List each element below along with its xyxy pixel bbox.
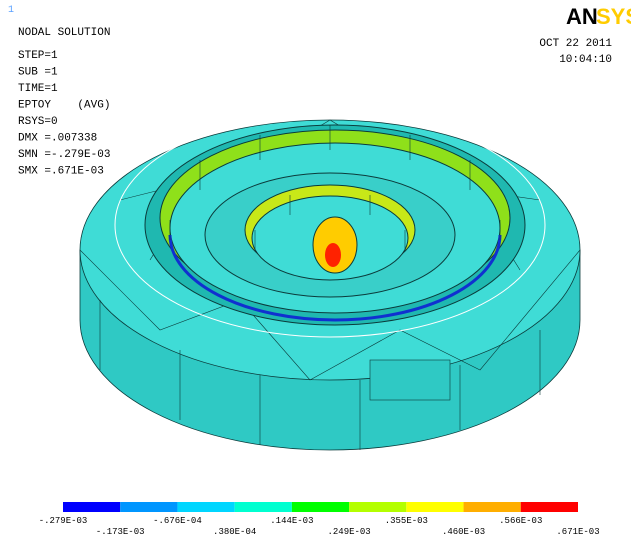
- viewport-number: 1: [8, 5, 14, 16]
- legend-swatch: [177, 502, 234, 512]
- logo-an: AN: [566, 4, 598, 29]
- time: 10:04:10: [559, 54, 612, 66]
- info-line: TIME=1: [18, 83, 58, 95]
- legend-label: .566E-03: [499, 516, 542, 526]
- legend-swatch: [63, 502, 120, 512]
- legend-label: .380E-04: [213, 527, 256, 537]
- legend-swatch: [292, 502, 349, 512]
- logo-sys: SYS: [596, 4, 631, 29]
- info-line: STEP=1: [18, 50, 58, 62]
- legend-label: .460E-03: [442, 527, 485, 537]
- legend-swatch: [120, 502, 177, 512]
- date: OCT 22 2011: [539, 38, 612, 50]
- legend-swatch: [235, 502, 292, 512]
- legend-label: .355E-03: [385, 516, 428, 526]
- model: [80, 113, 580, 450]
- legend-label: .671E-03: [556, 527, 599, 537]
- info-line: RSYS=0: [18, 116, 58, 128]
- info-line: DMX =.007338: [18, 133, 97, 145]
- legend-label: -.279E-03: [39, 516, 88, 526]
- info-line: EPTOY (AVG): [18, 100, 110, 112]
- legend-swatch: [406, 502, 463, 512]
- info-title: NODAL SOLUTION: [18, 27, 110, 39]
- ansys-window: 1 NODAL SOLUTION STEP=1 SUB =1 TIME=1 EPTOY…: [0, 0, 631, 539]
- info-line: SMN =-.279E-03: [18, 149, 110, 161]
- legend-label: .249E-03: [328, 527, 371, 537]
- legend-label: .144E-03: [270, 516, 313, 526]
- legend-swatch: [464, 502, 521, 512]
- legend-swatch: [521, 502, 578, 512]
- info-line: SMX =.671E-03: [18, 166, 104, 178]
- legend-label: -.173E-03: [96, 527, 145, 537]
- legend-label: -.676E-04: [153, 516, 202, 526]
- info-line: SUB =1: [18, 67, 58, 79]
- legend-swatch: [349, 502, 406, 512]
